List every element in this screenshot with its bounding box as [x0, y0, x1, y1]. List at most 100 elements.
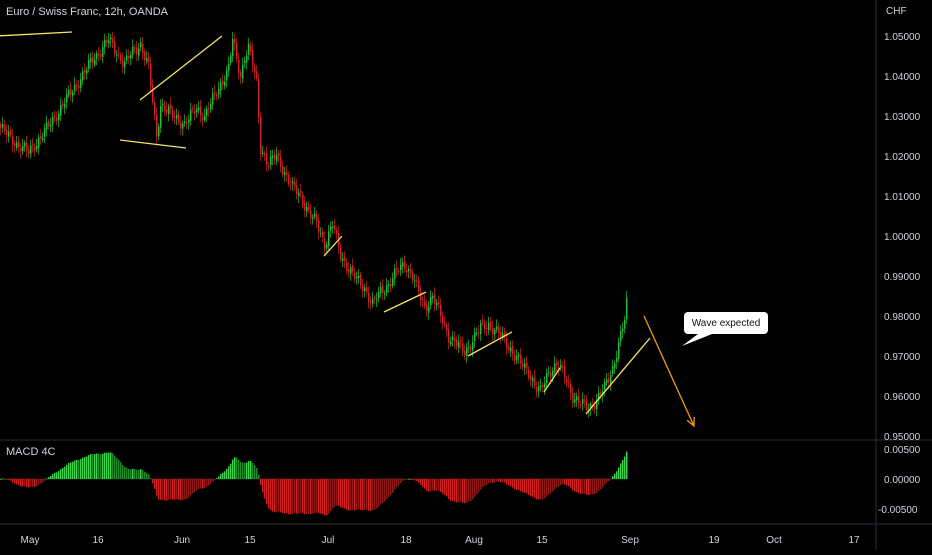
- macd-bar: [626, 451, 628, 479]
- candle: [488, 316, 490, 335]
- candle: [426, 299, 428, 317]
- macd-axis[interactable]: 0.00500 0.00000 -0.00500: [878, 445, 921, 516]
- candle: [164, 100, 166, 116]
- candle: [100, 49, 102, 60]
- candle: [378, 286, 380, 303]
- macd-bar: [366, 479, 368, 510]
- candle: [452, 330, 454, 347]
- candle: [310, 203, 312, 225]
- candle: [250, 41, 252, 56]
- time-axis[interactable]: May 16 Jun 15 Jul 18 Aug 15 Sep 19 Oct 17: [21, 535, 860, 546]
- candle: [204, 108, 206, 123]
- candle: [476, 327, 478, 337]
- macd-bar: [206, 479, 208, 487]
- macd-bar: [496, 479, 498, 482]
- macd-bar: [508, 479, 510, 486]
- candle: [90, 52, 92, 69]
- macd-bar: [408, 478, 410, 480]
- macd-bar: [456, 479, 458, 503]
- macd-bar: [66, 464, 68, 479]
- candle: [40, 129, 42, 145]
- macd-bar: [110, 452, 112, 479]
- macd-bar: [556, 479, 558, 488]
- macd-bar: [108, 452, 110, 479]
- candle: [534, 369, 536, 390]
- candle: [210, 98, 212, 113]
- candle: [584, 395, 586, 408]
- candle: [52, 112, 54, 132]
- candle: [302, 191, 304, 209]
- wave-expected-callout[interactable]: Wave expected: [684, 312, 768, 334]
- macd-bar: [258, 475, 260, 479]
- macd-bar: [186, 479, 188, 499]
- candle: [154, 98, 156, 121]
- price-axis[interactable]: CHF 1.05000 1.04000 1.03000 1.02000 1.01000 1.…: [884, 6, 921, 443]
- candle: [484, 319, 486, 335]
- macd-bar: [52, 474, 54, 479]
- trendline[interactable]: [467, 331, 513, 357]
- macd-bar: [318, 479, 320, 514]
- macd-bar: [146, 472, 148, 479]
- candle: [330, 221, 332, 238]
- macd-bar: [6, 479, 8, 480]
- macd-bar: [486, 479, 488, 485]
- candle: [84, 62, 86, 80]
- macd-bar: [182, 479, 184, 501]
- macd-bar: [458, 479, 460, 503]
- trendline[interactable]: [139, 35, 223, 101]
- candle: [136, 40, 138, 62]
- macd-bar: [380, 479, 382, 505]
- candle: [80, 73, 82, 93]
- trendline[interactable]: [323, 235, 343, 257]
- macd-bar: [282, 479, 284, 514]
- candle: [194, 103, 196, 121]
- macd-bar: [564, 479, 566, 485]
- trendline[interactable]: [543, 367, 561, 393]
- macd-bar: [74, 460, 76, 479]
- macd-bar: [280, 479, 282, 513]
- macd-bar: [98, 453, 100, 479]
- trendline[interactable]: [383, 291, 427, 313]
- macd-bar: [114, 455, 116, 479]
- candle: [214, 85, 216, 101]
- candle: [218, 81, 220, 100]
- candle: [586, 394, 588, 413]
- macd-bar: [588, 479, 590, 496]
- macd-bar: [160, 479, 162, 501]
- candle: [142, 36, 144, 61]
- candle: [202, 112, 204, 128]
- candle: [564, 358, 566, 385]
- candle: [236, 37, 238, 63]
- trendline[interactable]: [585, 337, 651, 415]
- macd-bar: [112, 453, 114, 479]
- candle: [110, 33, 112, 47]
- trendline[interactable]: [119, 139, 187, 149]
- candle: [468, 339, 470, 354]
- macd-bar: [148, 474, 150, 479]
- candle: [478, 325, 480, 339]
- macd-bar: [404, 479, 406, 480]
- candle: [152, 78, 154, 105]
- macd-bar: [370, 479, 372, 511]
- macd-bar: [618, 467, 620, 479]
- forecast-arrow[interactable]: [643, 315, 695, 427]
- macd-bar: [312, 479, 314, 514]
- candle: [116, 49, 118, 63]
- price-tick-label: 1.01000: [884, 192, 921, 203]
- macd-bar: [202, 479, 204, 489]
- price-tick-label: 0.98000: [884, 312, 921, 323]
- macd-bar: [254, 465, 256, 479]
- candle: [386, 278, 388, 297]
- macd-bar: [170, 479, 172, 500]
- candle: [606, 373, 608, 387]
- candle: [580, 400, 582, 409]
- macd-bar: [332, 479, 334, 509]
- macd-bar: [324, 479, 326, 516]
- trendline[interactable]: [0, 31, 73, 37]
- macd-bar: [598, 479, 600, 491]
- candle: [288, 171, 290, 187]
- macd-bar: [398, 479, 400, 486]
- candle: [336, 226, 338, 240]
